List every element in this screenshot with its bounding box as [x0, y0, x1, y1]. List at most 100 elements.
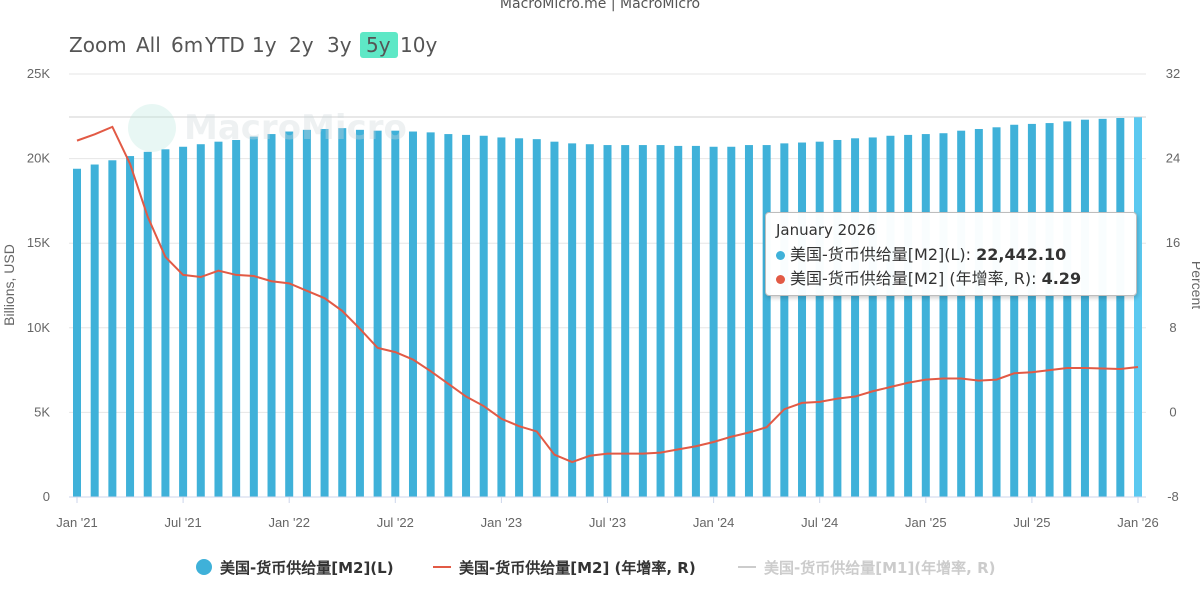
bar-m2[interactable]: [338, 128, 347, 498]
range-selector: Zoom All 6m YTD 1y 2y 3y 5y 10y: [69, 32, 437, 58]
bar-m2[interactable]: [126, 156, 135, 497]
tooltip-value: 22,442.10: [976, 245, 1067, 264]
tooltip-row-m2: 美国-货币供给量[M2](L): 22,442.10: [776, 243, 1126, 267]
y-left-axis-title: Billions, USD: [1, 244, 17, 326]
x-tick-label: Jan '22: [268, 515, 310, 530]
zoom-button-3y[interactable]: 3y: [327, 33, 352, 57]
bar-m2[interactable]: [355, 129, 364, 497]
bar-m2[interactable]: [744, 145, 753, 497]
zoom-button-label: YTD: [204, 33, 245, 57]
bar-m2[interactable]: [179, 146, 188, 498]
legend-item-m2-yoy[interactable]: 美国-货币供给量[M2] (年增率, R): [433, 553, 696, 581]
bar-m2[interactable]: [1027, 123, 1036, 497]
bar-m2[interactable]: [479, 135, 488, 497]
bar-m2[interactable]: [568, 143, 577, 497]
bar-m2[interactable]: [992, 127, 1001, 497]
axes: 0 5K 10K 15K 20K 25K -8 0 8 16 24 32 Billions, USD Pe…: [1, 66, 1200, 530]
tooltip-label: 美国-货币供给量[M2](L):: [790, 245, 977, 264]
bar-m2[interactable]: [320, 128, 329, 498]
bar-m2[interactable]: [462, 134, 471, 498]
bar-m2[interactable]: [886, 135, 895, 497]
bar-m2[interactable]: [833, 139, 842, 497]
legend-label: 美国-货币供给量[M2] (年增率, R): [459, 558, 696, 577]
x-tick-label: Jan '25: [905, 515, 947, 530]
bar-m2[interactable]: [232, 139, 241, 497]
bar-m2[interactable]: [391, 130, 400, 497]
bar-m2[interactable]: [73, 168, 81, 497]
legend-item-m1-yoy[interactable]: 美国-货币供给量[M1](年增率, R): [738, 553, 995, 581]
bar-m2[interactable]: [90, 164, 99, 497]
bar-m2[interactable]: [1080, 119, 1089, 498]
zoom-button-active-bg: [360, 32, 398, 58]
legend-item-m2[interactable]: 美国-货币供给量[M2](L): [196, 553, 394, 581]
zoom-button-all[interactable]: All: [136, 33, 161, 57]
bar-m2[interactable]: [196, 144, 205, 497]
bar-m2[interactable]: [585, 144, 594, 497]
zoom-button-10y[interactable]: 10y: [400, 33, 437, 57]
bar-m2[interactable]: [214, 141, 223, 497]
bar-m2[interactable]: [603, 145, 612, 497]
y-left-tick-label: 15K: [27, 235, 50, 250]
bar-m2[interactable]: [108, 160, 117, 498]
x-tick-label: Jan '21: [56, 515, 98, 530]
bar-m2[interactable]: [302, 129, 311, 497]
zoom-button-5y[interactable]: 5y: [360, 32, 398, 58]
chart-source: MacroMicro.me | MacroMicro: [499, 0, 701, 12]
bar-m2[interactable]: [974, 128, 983, 498]
bar-m2[interactable]: [426, 132, 435, 497]
zoom-button-2y[interactable]: 2y: [289, 33, 314, 57]
bar-m2[interactable]: [780, 143, 789, 497]
bar-m2[interactable]: [249, 136, 258, 497]
legend-label: 美国-货币供给量[M1](年增率, R): [764, 558, 996, 577]
bar-m2[interactable]: [143, 151, 152, 497]
bar-m2[interactable]: [709, 146, 718, 498]
zoom-button-ytd[interactable]: YTD: [204, 33, 245, 57]
m2-bars[interactable]: [73, 117, 1142, 498]
bar-m2[interactable]: [939, 133, 948, 497]
bar-m2[interactable]: [444, 134, 453, 498]
bar-m2[interactable]: [638, 145, 647, 497]
bar-m2[interactable]: [373, 130, 382, 497]
y-left-tick-label: 20K: [27, 151, 50, 166]
bar-m2[interactable]: [851, 138, 860, 497]
bar-m2[interactable]: [1045, 123, 1054, 498]
bar-m2[interactable]: [515, 138, 524, 497]
x-tick-label: Jul '24: [801, 515, 838, 530]
bar-m2[interactable]: [921, 134, 930, 498]
bar-m2[interactable]: [1116, 117, 1125, 497]
zoom-button-6m[interactable]: 6m: [171, 33, 203, 57]
bar-m2[interactable]: [957, 130, 966, 497]
bar-m2[interactable]: [904, 134, 913, 498]
zoom-button-1y[interactable]: 1y: [252, 33, 277, 57]
bar-m2[interactable]: [285, 131, 294, 497]
macromicro-logo-icon: [128, 104, 176, 152]
bar-m2[interactable]: [1134, 117, 1142, 498]
bar-m2[interactable]: [1010, 124, 1019, 497]
bar-m2[interactable]: [656, 145, 665, 497]
bar-m2[interactable]: [497, 137, 506, 497]
zoom-button-label: 10y: [400, 33, 437, 57]
bar-m2[interactable]: [868, 137, 877, 497]
bar-m2[interactable]: [727, 146, 736, 498]
bar-m2[interactable]: [161, 149, 170, 497]
m2-yoy-line[interactable]: [76, 125, 1139, 464]
legend-line-icon: [738, 566, 756, 568]
y-right-axis-title: Percent: [1189, 261, 1200, 309]
y-left-tick-label: 10K: [27, 320, 50, 335]
bar-m2[interactable]: [408, 131, 417, 497]
chart-tooltip: January 2026 美国-货币供给量[M2](L): 22,442.10 …: [765, 212, 1137, 296]
y-right-tick-label: 8: [1169, 320, 1176, 335]
bar-m2[interactable]: [1098, 118, 1107, 497]
bar-m2[interactable]: [762, 145, 771, 497]
bar-m2[interactable]: [691, 145, 700, 497]
bar-m2[interactable]: [267, 134, 276, 498]
bar-m2[interactable]: [550, 141, 559, 497]
bar-m2[interactable]: [798, 142, 807, 497]
bar-m2[interactable]: [815, 141, 824, 497]
y-right-tick-label: 32: [1166, 66, 1180, 81]
bar-m2[interactable]: [674, 145, 683, 497]
bar-m2[interactable]: [532, 139, 541, 497]
bar-m2[interactable]: [1063, 121, 1072, 497]
bar-m2[interactable]: [621, 145, 630, 497]
